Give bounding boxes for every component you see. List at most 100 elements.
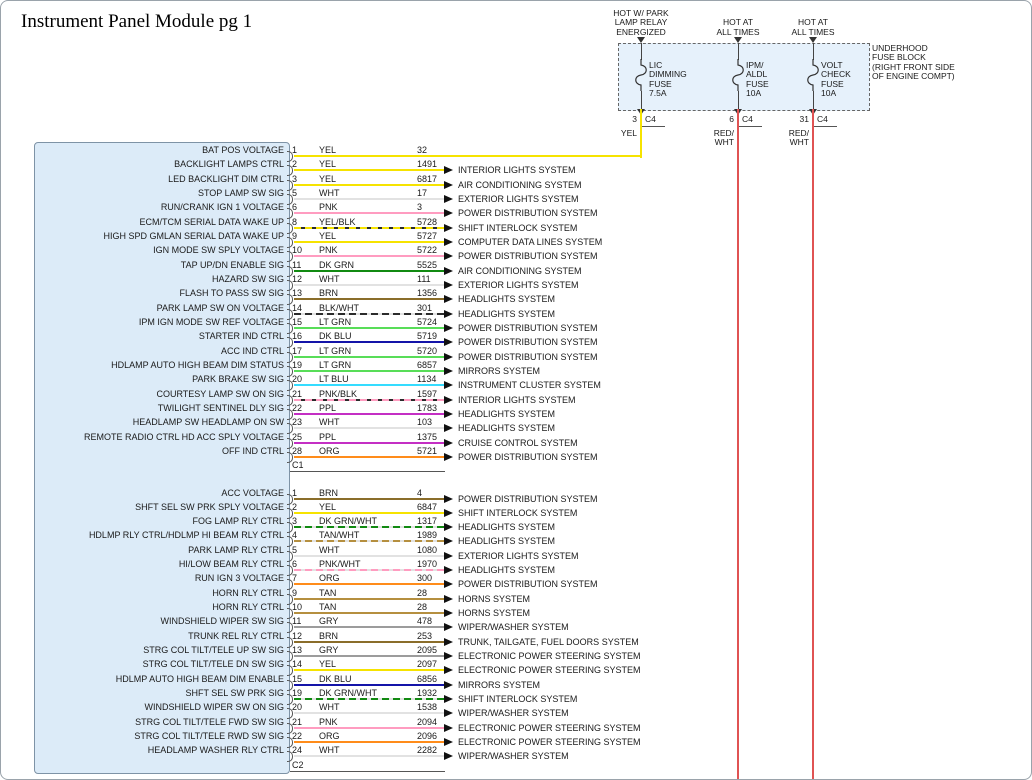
pin-number: 20 — [292, 374, 303, 385]
fuse-feed-wire — [737, 109, 739, 779]
feed-arrow-icon — [637, 37, 645, 43]
fuse-name: 10A — [821, 87, 837, 98]
circuit-number: 253 — [417, 630, 433, 641]
pin-number: 8 — [292, 216, 298, 227]
pin-connector-mark — [287, 265, 293, 277]
wire-color-name: BLK/WHT — [319, 302, 360, 313]
wire-line — [294, 412, 444, 415]
wire-color-name: YEL — [319, 173, 337, 184]
wire-color-name: YEL — [319, 145, 337, 155]
destination-arrow-icon — [444, 709, 453, 718]
wire-color-name: TAN/WHT — [319, 530, 360, 541]
wire-line — [294, 655, 444, 658]
circuit-number: 1783 — [417, 402, 438, 413]
wire-line — [294, 597, 444, 600]
destination-system: SHIFT INTERLOCK SYSTEM — [458, 694, 578, 705]
wire-color-name: TAN — [319, 602, 337, 613]
pin-function-label: STRG COL TILT/TELE UP SW SIG — [143, 645, 284, 656]
wire-line — [294, 169, 444, 172]
wire-color-name: PNK — [319, 716, 338, 727]
pin-connector-mark — [287, 193, 293, 205]
circuit-number: 5721 — [417, 445, 438, 456]
destination-arrow-icon — [444, 652, 453, 661]
destination-arrow-icon — [444, 594, 453, 603]
pin-number: 13 — [292, 645, 303, 656]
connector-underline — [290, 471, 445, 473]
destination-arrow-icon — [444, 494, 453, 503]
wire-line — [294, 712, 444, 715]
pin-number: 15 — [292, 316, 303, 327]
wire-color-name: DK BLU — [319, 673, 352, 684]
destination-arrow-icon — [444, 566, 453, 575]
circuit-number: 478 — [417, 616, 433, 627]
circuit-number: 5727 — [417, 230, 438, 241]
destination-system: HEADLIGHTS SYSTEM — [458, 308, 556, 319]
fuse-name: LIC — [649, 60, 663, 70]
wire-line — [294, 283, 444, 286]
destination-system: POWER DISTRIBUTION SYSTEM — [458, 493, 598, 504]
wire-line — [294, 298, 444, 301]
circuit-number: 5720 — [417, 345, 438, 356]
destination-arrow-icon — [444, 438, 453, 447]
pin-connector-mark — [287, 437, 293, 449]
pin-function-label: IGN MODE SW SPLY VOLTAGE — [153, 245, 284, 256]
pin-connector-mark — [287, 365, 293, 377]
destination-arrow-icon — [444, 508, 453, 517]
pin-number: 9 — [292, 230, 298, 241]
fuse-feed-wire — [812, 109, 814, 779]
circuit-number: 1932 — [417, 688, 438, 699]
destination-system: POWER DISTRIBUTION SYSTEM — [458, 451, 598, 462]
wire-color-name: ORG — [319, 731, 340, 742]
wire-color-name: YEL — [319, 659, 337, 670]
pin-function-label: HEADLAMP WASHER RLY CTRL — [147, 745, 284, 756]
circuit-number: 4 — [417, 487, 423, 498]
wire-color-name: PNK/BLK — [319, 388, 358, 399]
destination-system: WIPER/WASHER SYSTEM — [458, 751, 569, 762]
fuse-wire-color-label: YEL — [620, 128, 637, 138]
destination-arrow-icon — [444, 381, 453, 390]
destination-system: INTERIOR LIGHTS SYSTEM — [458, 165, 576, 176]
wire-color-name: ORG — [319, 573, 340, 584]
destination-arrow-icon — [444, 666, 453, 675]
fuse-symbol-icon — [633, 59, 649, 91]
circuit-number: 5724 — [417, 316, 438, 327]
fuse-block-name: (RIGHT FRONT SIDE — [872, 61, 955, 72]
fuse-name: FUSE — [649, 78, 672, 89]
pin-function-label: COURTESY LAMP SW ON SIG — [156, 388, 284, 399]
wire-line — [294, 183, 444, 186]
power-feed-label: ENERGIZED — [616, 26, 666, 37]
destination-arrow-icon — [444, 580, 453, 589]
destination-system: POWER DISTRIBUTION SYSTEM — [458, 351, 598, 362]
destination-arrow-icon — [444, 452, 453, 461]
fuse-block-name: FUSE BLOCK — [872, 52, 926, 63]
destination-arrow-icon — [444, 366, 453, 375]
destination-arrow-icon — [444, 166, 453, 175]
circuit-number: 1538 — [417, 702, 438, 713]
destination-system: CRUISE CONTROL SYSTEM — [458, 437, 578, 448]
circuit-number: 17 — [417, 187, 428, 198]
destination-arrow-icon — [444, 623, 453, 632]
wire-color-name: WHT — [319, 273, 340, 284]
wire-line — [294, 526, 444, 529]
wire-color-name: LT GRN — [319, 359, 352, 370]
wire-color-name: BRN — [319, 630, 339, 641]
circuit-number: 301 — [417, 302, 433, 313]
pin-connector-mark — [287, 593, 293, 605]
wire-line — [294, 398, 444, 401]
pin-function-label: OFF IND CTRL — [222, 445, 284, 456]
fuse-lead-top — [640, 43, 642, 60]
destination-system: MIRRORS SYSTEM — [458, 679, 541, 690]
fuse-name: FUSE — [746, 78, 769, 89]
pin-connector-mark — [287, 151, 293, 162]
pin-connector-mark — [287, 550, 293, 562]
wire-line — [294, 326, 444, 329]
wire-color-name: YEL — [319, 501, 337, 512]
pin-function-label: HDLAMP AUTO HIGH BEAM DIM STATUS — [111, 359, 284, 370]
circuit-number: 3 — [417, 202, 423, 213]
wire-color-name: WHT — [319, 187, 340, 198]
circuit-number: 1970 — [417, 559, 438, 570]
pin-number: 2 — [292, 159, 298, 170]
fuse-wire-color-label: RED/ — [788, 128, 809, 138]
pin-number: 13 — [292, 288, 303, 299]
destination-system: INTERIOR LIGHTS SYSTEM — [458, 394, 576, 405]
